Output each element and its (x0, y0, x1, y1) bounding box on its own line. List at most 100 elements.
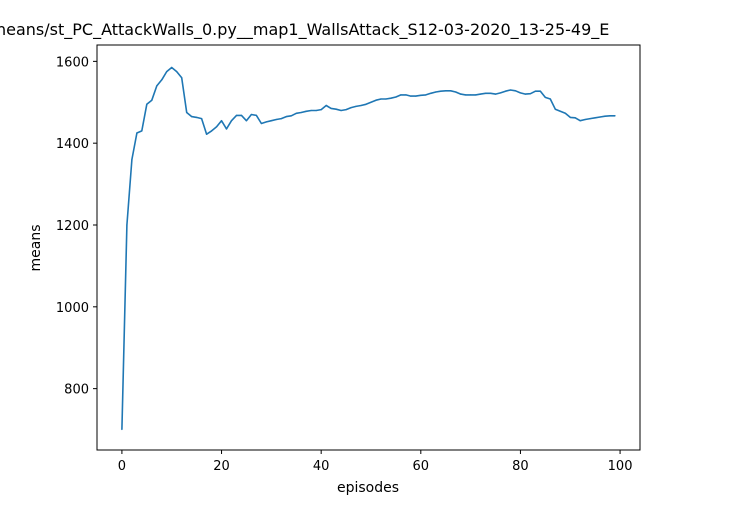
data-point (614, 115, 616, 117)
data-point (465, 94, 467, 96)
y-tick-label: 1600 (56, 55, 89, 70)
data-point (126, 224, 128, 226)
y-tick-label: 1000 (56, 301, 89, 316)
data-point (385, 98, 387, 100)
data-point (146, 103, 148, 105)
data-point (320, 109, 322, 111)
data-point (201, 118, 203, 120)
data-point (529, 93, 532, 95)
data-point (270, 120, 272, 122)
data-point (589, 118, 591, 120)
data-point (519, 92, 522, 94)
data-point (305, 110, 307, 112)
data-point (549, 98, 551, 100)
chart-title: neans/st_PC_AttackWalls_0.py__map1_Walls… (0, 20, 609, 40)
data-point (470, 94, 472, 96)
data-point (494, 93, 497, 95)
data-point (355, 105, 357, 107)
data-point (415, 95, 417, 97)
y-tick-label: 1200 (56, 219, 89, 234)
data-point (400, 94, 402, 96)
data-point (280, 118, 282, 120)
data-point (255, 114, 257, 116)
data-point (594, 117, 596, 119)
data-point (375, 99, 377, 101)
data-point (390, 97, 392, 99)
data-point (325, 104, 327, 107)
data-point (524, 93, 527, 95)
data-point (574, 117, 576, 119)
data-point (604, 115, 606, 117)
data-point (235, 114, 238, 116)
data-point (480, 93, 482, 95)
x-tick-label: 40 (313, 459, 330, 474)
data-point (564, 112, 566, 114)
x-tick-label: 20 (213, 459, 230, 474)
x-tick-label: 60 (413, 459, 430, 474)
data-point (275, 118, 277, 121)
data-point (405, 94, 407, 96)
data-point (360, 104, 362, 107)
data-point (420, 94, 422, 96)
y-tick-label: 800 (64, 383, 89, 398)
data-point (534, 90, 537, 92)
y-axis-label: means (28, 225, 44, 272)
data-point (260, 122, 262, 125)
y-axis: 800 1000 1200 1400 1600 (56, 55, 97, 398)
data-point (365, 103, 367, 105)
data-point (191, 116, 193, 118)
data-point (315, 109, 317, 112)
data-point (599, 116, 601, 118)
data-point (330, 107, 332, 109)
data-point (131, 158, 133, 161)
data-point (265, 121, 267, 123)
data-point (196, 116, 198, 118)
data-point (475, 94, 477, 96)
series-line-0 (121, 66, 616, 430)
data-point (345, 109, 347, 111)
data-point (504, 90, 507, 92)
x-axis: 0 20 40 60 80 100 (118, 450, 632, 474)
data-point (609, 115, 611, 117)
x-axis-label: episodes (337, 480, 399, 496)
series-layer (121, 66, 616, 431)
data-point (300, 111, 302, 114)
data-point (430, 92, 432, 94)
data-point (176, 71, 178, 73)
data-point (151, 99, 153, 101)
data-point (216, 126, 218, 128)
data-point (186, 111, 188, 114)
data-point (156, 85, 158, 87)
data-point (499, 92, 502, 94)
data-point (245, 120, 247, 122)
data-point (166, 71, 168, 73)
data-point (440, 90, 442, 92)
data-point (225, 128, 228, 130)
data-point (490, 92, 492, 94)
data-point (136, 132, 138, 134)
data-point (455, 91, 457, 93)
data-point (445, 90, 447, 92)
data-point (450, 90, 452, 92)
data-point (425, 94, 427, 96)
data-point (569, 116, 571, 118)
data-point (554, 108, 556, 110)
x-tick-label: 0 (118, 459, 126, 474)
data-point (240, 114, 243, 116)
data-point (380, 98, 382, 100)
data-point (290, 115, 292, 117)
data-point (171, 66, 173, 69)
data-point (206, 133, 208, 135)
data-point (335, 108, 337, 110)
data-point (161, 79, 163, 81)
data-point (141, 130, 143, 132)
data-point (121, 428, 123, 431)
data-point (579, 120, 581, 122)
data-point (435, 91, 437, 93)
data-point (310, 109, 312, 112)
y-tick-label: 1400 (56, 137, 89, 152)
data-point (584, 118, 586, 121)
data-point (181, 77, 183, 79)
data-point (295, 112, 297, 114)
